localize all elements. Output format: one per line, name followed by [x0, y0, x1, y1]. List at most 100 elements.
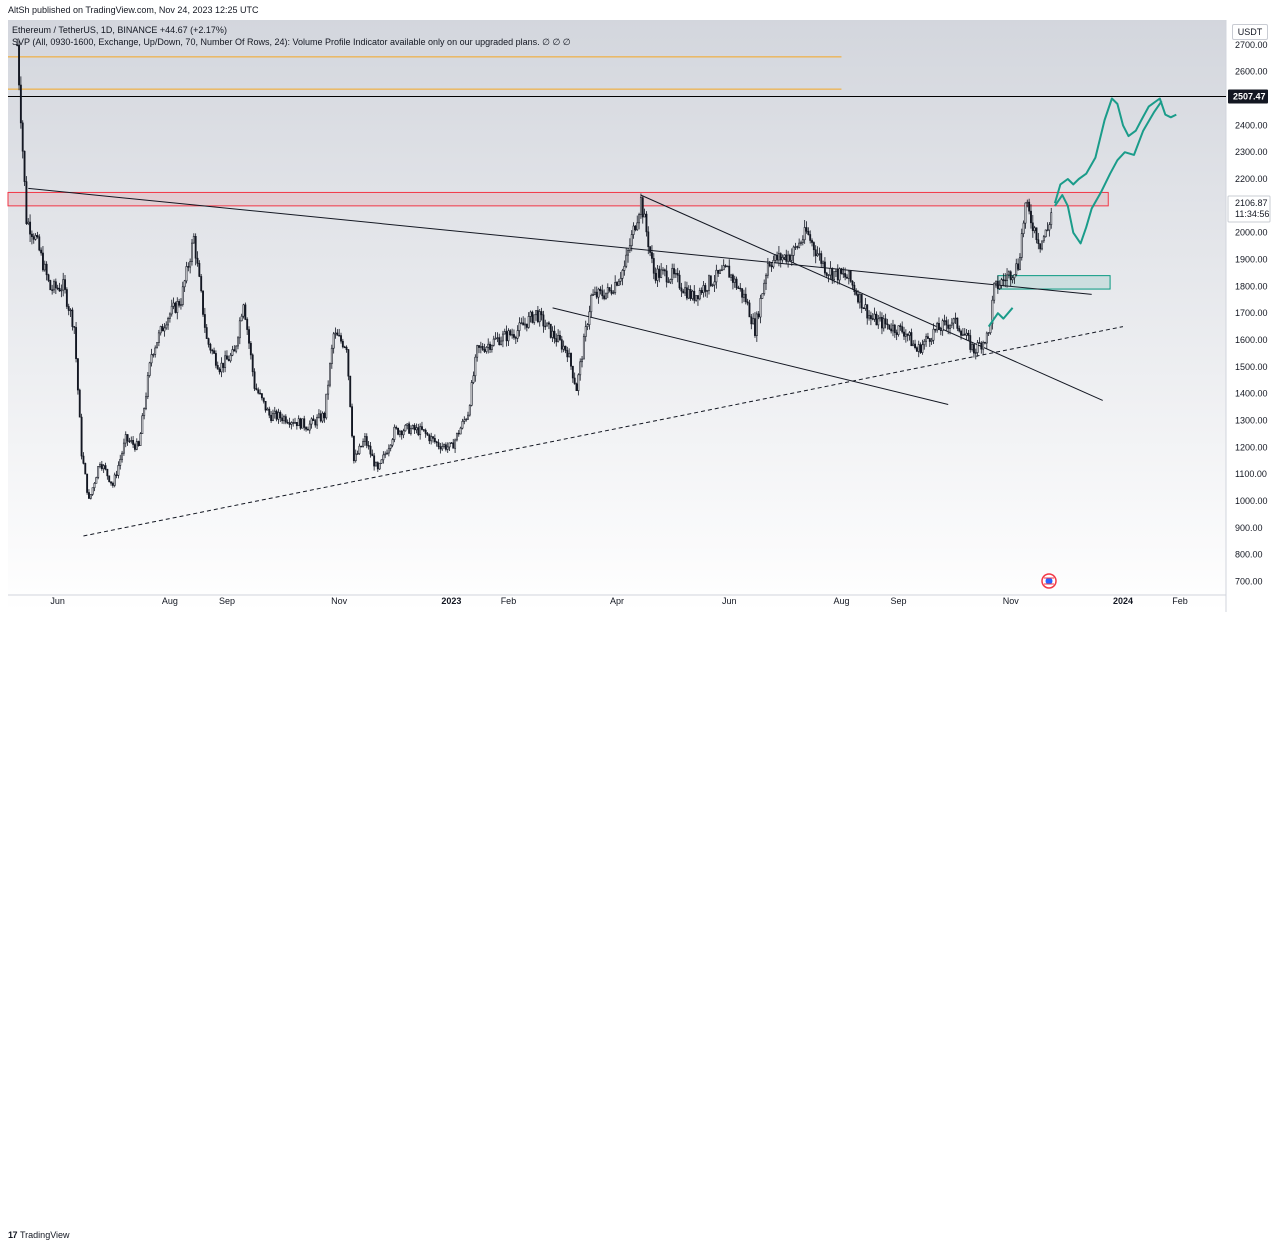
candle[interactable] [667, 277, 670, 284]
candle[interactable] [614, 275, 617, 295]
candle[interactable] [430, 432, 433, 445]
candle[interactable] [95, 476, 98, 484]
candle[interactable] [754, 312, 756, 338]
candle[interactable] [529, 310, 532, 323]
candle[interactable] [654, 267, 657, 284]
candle[interactable] [27, 218, 30, 226]
candle[interactable] [873, 307, 876, 322]
candle[interactable] [86, 473, 89, 495]
candle[interactable] [213, 347, 216, 354]
candle[interactable] [965, 328, 968, 341]
candle[interactable] [84, 462, 87, 475]
candle[interactable] [509, 329, 512, 337]
candle[interactable] [102, 464, 105, 473]
candle[interactable] [592, 289, 595, 297]
candle[interactable] [152, 353, 155, 358]
candle[interactable] [489, 341, 491, 354]
candle[interactable] [422, 429, 425, 432]
candle[interactable] [789, 253, 791, 262]
candle[interactable] [448, 442, 451, 451]
candle[interactable] [501, 330, 504, 348]
candle[interactable] [181, 281, 184, 307]
candle[interactable] [139, 432, 142, 446]
candle[interactable] [165, 321, 168, 330]
candle[interactable] [617, 278, 620, 286]
candle[interactable] [665, 265, 668, 288]
candle[interactable] [91, 487, 94, 496]
candle[interactable] [638, 212, 641, 230]
candle[interactable] [995, 280, 997, 288]
candle[interactable] [921, 339, 924, 355]
candle[interactable] [444, 442, 447, 452]
candle[interactable] [925, 333, 928, 347]
candle[interactable] [1011, 275, 1014, 284]
candle[interactable] [141, 413, 144, 434]
candle[interactable] [719, 268, 721, 274]
candle[interactable] [343, 345, 346, 349]
candle[interactable] [972, 344, 975, 358]
candle[interactable] [369, 441, 372, 458]
candle[interactable] [590, 293, 593, 318]
candle[interactable] [36, 231, 39, 239]
candle[interactable] [798, 238, 801, 249]
candle[interactable] [709, 275, 712, 288]
candle[interactable] [904, 329, 907, 343]
candle[interactable] [553, 325, 556, 344]
candle[interactable] [468, 404, 471, 417]
candle[interactable] [259, 389, 262, 395]
candle[interactable] [323, 411, 326, 423]
candle[interactable] [855, 288, 858, 297]
candle[interactable] [65, 287, 68, 310]
candle[interactable] [214, 350, 217, 369]
candle[interactable] [704, 282, 707, 297]
candle[interactable] [728, 259, 731, 278]
candle[interactable] [954, 312, 957, 325]
candle[interactable] [393, 424, 396, 443]
candle[interactable] [974, 348, 977, 360]
candle[interactable] [306, 426, 309, 431]
candle[interactable] [18, 40, 20, 91]
candle[interactable] [996, 275, 999, 294]
candle[interactable] [391, 438, 394, 448]
candle[interactable] [831, 267, 834, 284]
candle[interactable] [275, 409, 278, 422]
candle[interactable] [389, 444, 392, 452]
candle[interactable] [829, 261, 832, 280]
candle[interactable] [176, 297, 179, 320]
candle[interactable] [524, 317, 526, 330]
candle[interactable] [652, 253, 655, 280]
candle[interactable] [912, 340, 915, 347]
candle[interactable] [30, 230, 33, 245]
candle[interactable] [266, 407, 269, 411]
candle[interactable] [168, 312, 171, 323]
candle[interactable] [579, 358, 582, 381]
candle[interactable] [406, 423, 409, 430]
candle[interactable] [871, 313, 874, 321]
candle[interactable] [485, 346, 488, 354]
candle[interactable] [273, 406, 276, 419]
candle[interactable] [800, 240, 802, 246]
candle[interactable] [790, 248, 793, 266]
candle[interactable] [820, 250, 823, 268]
price-badge[interactable]: 2507.47 [1228, 89, 1268, 104]
candle[interactable] [130, 436, 133, 444]
candle[interactable] [132, 436, 135, 449]
candle[interactable] [1050, 207, 1053, 229]
candle[interactable] [487, 338, 490, 354]
candle[interactable] [178, 298, 181, 308]
candle[interactable] [470, 380, 473, 407]
candle[interactable] [111, 481, 114, 488]
candle[interactable] [952, 317, 955, 330]
candle[interactable] [706, 289, 709, 298]
candle[interactable] [774, 254, 777, 263]
candle[interactable] [490, 344, 493, 353]
candle[interactable] [844, 267, 847, 281]
candle[interactable] [520, 317, 523, 325]
candle[interactable] [651, 245, 653, 264]
candle[interactable] [525, 323, 528, 332]
candle[interactable] [16, 38, 19, 47]
candle[interactable] [156, 342, 158, 349]
candle[interactable] [387, 444, 390, 457]
candle[interactable] [700, 287, 703, 295]
candle[interactable] [582, 333, 585, 360]
